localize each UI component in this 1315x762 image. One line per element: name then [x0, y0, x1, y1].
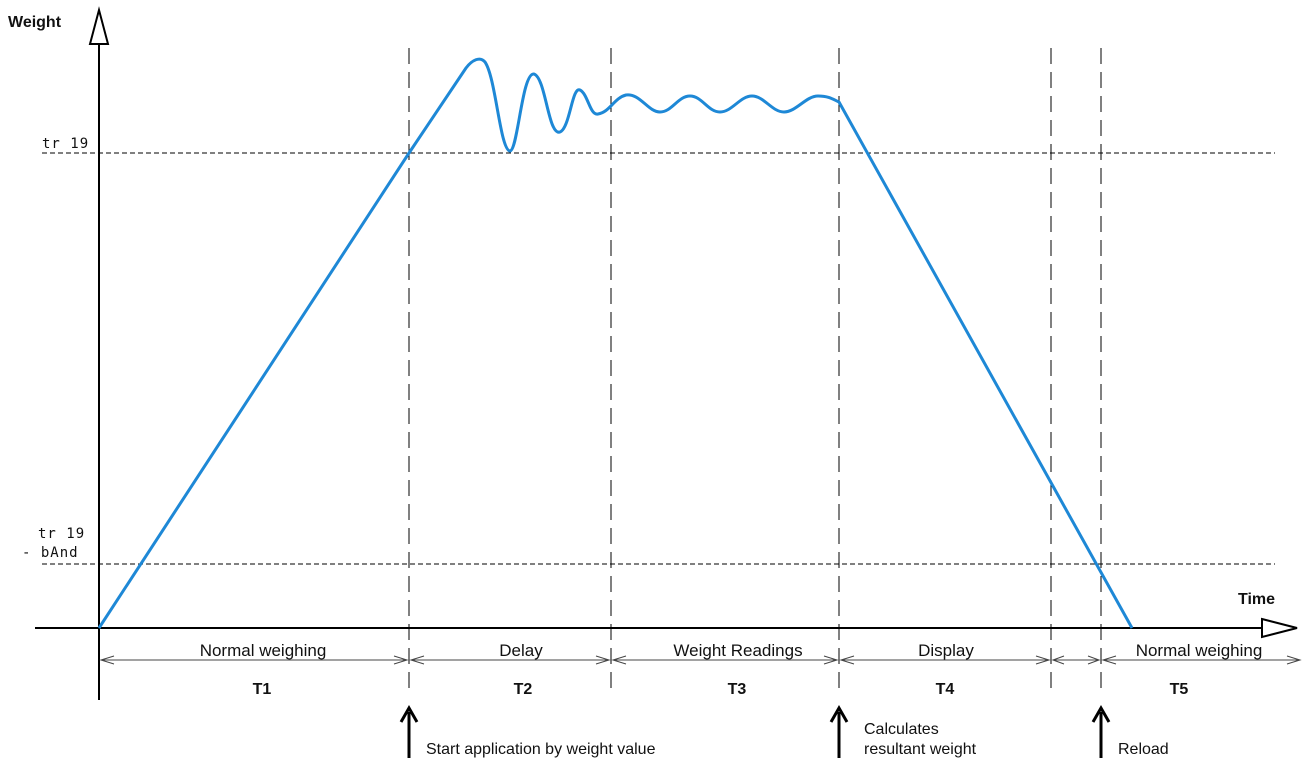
arrow-t5	[1101, 655, 1302, 665]
event-calc-text-1: Calculates	[864, 721, 939, 738]
phase-id-t3: T3	[728, 681, 747, 698]
x-axis-label: Time	[1238, 591, 1275, 608]
threshold-label-lower-2: - bAnd	[22, 545, 79, 561]
up-arrow-icon-start	[399, 704, 419, 758]
phase-arrows	[99, 655, 1302, 665]
phase-id-t1: T1	[253, 681, 272, 698]
x-axis	[35, 617, 1298, 639]
phase-name-t4: Display	[918, 641, 974, 660]
arrow-t2	[409, 655, 611, 665]
y-axis-label: Weight	[8, 14, 62, 31]
up-arrow-icon-calc	[829, 704, 849, 758]
phase-name-t1: Normal weighing	[200, 641, 327, 660]
phase-name-t3: Weight Readings	[673, 641, 802, 660]
phase-id-t2: T2	[514, 681, 533, 698]
x-axis-arrow-icon	[1261, 617, 1298, 639]
arrow-t3	[611, 655, 839, 665]
threshold-label-upper: tr 19	[42, 136, 89, 152]
phase-separators	[408, 48, 1102, 690]
arrow-t4	[839, 655, 1051, 665]
phase-name-t5: Normal weighing	[1136, 641, 1263, 660]
arrow-gap	[1051, 655, 1101, 665]
event-calc-text-2: resultant weight	[864, 741, 977, 758]
phase-id-t4: T4	[936, 681, 955, 698]
event-start-text: Start application by weight value	[426, 741, 656, 758]
y-axis-arrow-icon	[88, 6, 110, 45]
event-arrows	[399, 704, 1111, 758]
arrow-t1	[99, 655, 409, 665]
phase-name-t2: Delay	[499, 641, 543, 660]
event-reload-text: Reload	[1118, 741, 1169, 758]
phase-id-t5: T5	[1170, 681, 1189, 698]
weight-curve	[97, 57, 1134, 629]
threshold-label-lower-1: tr 19	[38, 526, 85, 542]
up-arrow-icon-reload	[1091, 704, 1111, 758]
y-axis	[88, 6, 110, 700]
